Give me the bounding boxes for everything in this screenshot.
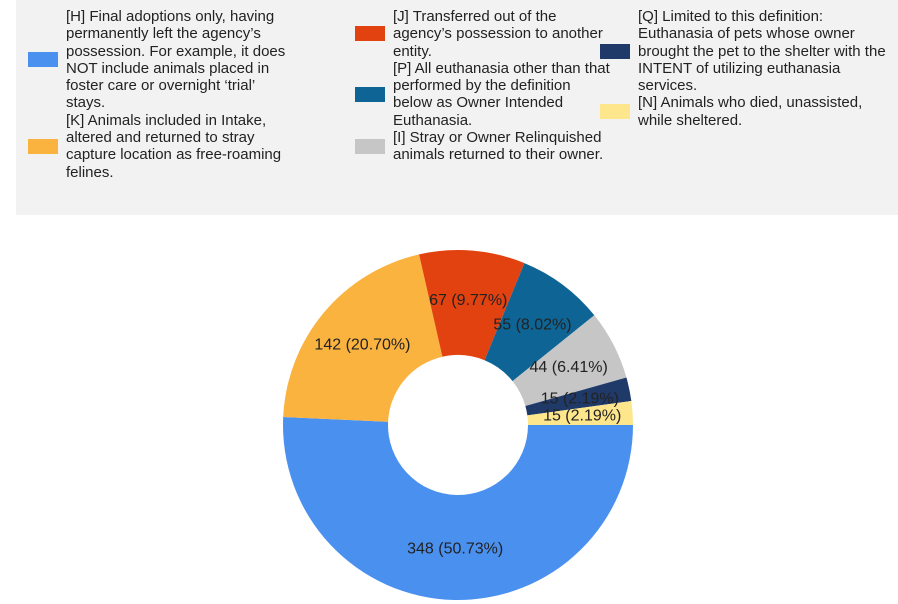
legend-label: [P] All euthanasia other than that perfo… — [393, 59, 610, 129]
legend-item: [I] Stray or Owner Relinquished animals … — [355, 129, 611, 164]
legend-swatch — [600, 43, 630, 59]
legend-label: [K] Animals included in Intake, altered … — [66, 111, 282, 181]
legend-swatch — [28, 138, 58, 154]
legend-item: [K] Animals included in Intake, altered … — [28, 112, 294, 181]
legend-swatch — [355, 86, 385, 102]
legend-label: [J] Transferred out of the agency’s poss… — [393, 8, 603, 60]
legend-label: [Q] Limited to this definition: Euthanas… — [638, 8, 886, 95]
legend-swatch — [28, 52, 58, 68]
legend-column: [Q] Limited to this definition: Euthanas… — [600, 8, 888, 129]
slice — [484, 263, 595, 382]
value-label: 15 (2.19%) — [541, 391, 619, 408]
value-label: 44 (6.41%) — [530, 359, 608, 376]
legend-label: [H] Final adoptions only, having permane… — [66, 8, 286, 112]
slice — [283, 416, 633, 600]
legend-item: [J] Transferred out of the agency’s poss… — [355, 8, 611, 60]
value-label: 55 (8.02%) — [493, 316, 571, 333]
slice — [527, 401, 633, 425]
slice — [525, 377, 632, 416]
legend-item: [Q] Limited to this definition: Euthanas… — [600, 8, 888, 94]
legend-item: [H] Final adoptions only, having permane… — [28, 8, 294, 112]
legend-column: [J] Transferred out of the agency’s poss… — [355, 8, 611, 164]
legend-swatch — [600, 104, 630, 120]
legend-swatch — [355, 26, 385, 42]
legend: [H] Final adoptions only, having permane… — [16, 0, 898, 215]
value-label: 142 (20.70%) — [314, 336, 410, 353]
legend-item: [P] All euthanasia other than that perfo… — [355, 60, 611, 129]
slice — [283, 254, 443, 422]
value-label: 67 (9.77%) — [429, 292, 507, 309]
legend-label: [N] Animals who died, unassisted, while … — [638, 94, 863, 129]
value-label: 15 (2.19%) — [543, 408, 621, 425]
legend-column: [H] Final adoptions only, having permane… — [28, 8, 294, 181]
legend-label: [I] Stray or Owner Relinquished animals … — [393, 129, 604, 164]
legend-item: [N] Animals who died, unassisted, while … — [600, 94, 888, 129]
value-label: 348 (50.73%) — [407, 541, 503, 558]
legend-swatch — [355, 138, 385, 154]
slice — [512, 315, 627, 407]
slice — [419, 250, 525, 361]
